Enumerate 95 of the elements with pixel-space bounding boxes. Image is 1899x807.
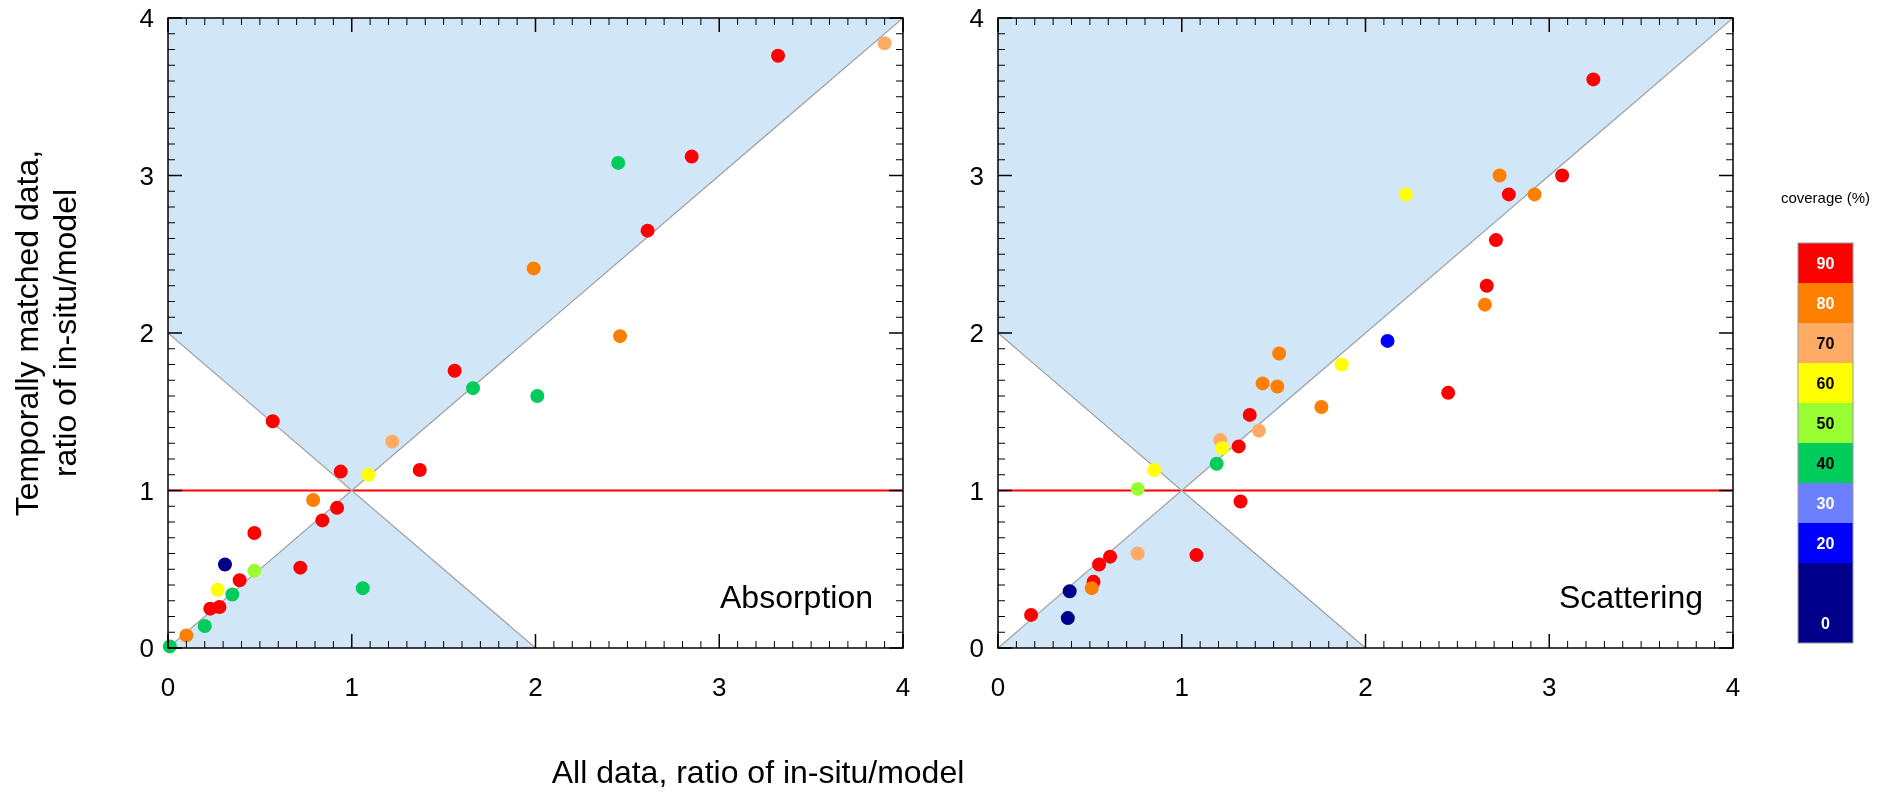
point [1130, 546, 1145, 561]
point [1233, 494, 1248, 509]
color-bar-label: 70 [1816, 335, 1835, 352]
y-tick-label: 0 [139, 633, 154, 663]
point [1062, 584, 1077, 599]
point [1024, 607, 1039, 622]
point [212, 600, 227, 615]
point [877, 36, 892, 51]
x-tick-label: 4 [895, 672, 911, 702]
point [247, 563, 262, 578]
x-tick-label: 0 [990, 672, 1006, 702]
point [1479, 278, 1494, 293]
x-axis-title: All data, ratio of in-situ/model [551, 754, 965, 790]
x-tick-label: 3 [1542, 672, 1557, 702]
point [1130, 481, 1145, 496]
point [684, 149, 699, 164]
color-bar-label: 40 [1816, 455, 1835, 472]
point [1189, 548, 1204, 563]
y-tick-label: 4 [139, 3, 154, 33]
color-bar-label: 80 [1816, 295, 1835, 312]
point [1231, 439, 1246, 454]
x-tick-label: 4 [1725, 672, 1741, 702]
point [1215, 440, 1230, 455]
x-tick-label: 0 [160, 672, 176, 702]
point [640, 223, 655, 238]
y-tick-label: 3 [969, 160, 984, 191]
point [447, 363, 462, 378]
x-tick-label: 1 [1174, 672, 1189, 702]
point [1255, 376, 1270, 391]
point [1060, 611, 1075, 626]
point [1272, 346, 1287, 361]
x-tick-label: 2 [528, 672, 543, 702]
point [1084, 581, 1099, 596]
point [771, 48, 786, 63]
y-tick-label: 1 [139, 475, 154, 506]
point [1398, 187, 1413, 202]
point [1209, 456, 1224, 471]
point [197, 618, 212, 633]
x-tick-label: 3 [712, 672, 727, 702]
point [330, 500, 345, 515]
color-bar-label: 30 [1816, 495, 1835, 512]
point [1492, 168, 1507, 183]
point [293, 560, 308, 575]
x-tick-label: 2 [1358, 672, 1373, 702]
point [412, 463, 427, 478]
point [232, 573, 247, 588]
point [1586, 72, 1601, 87]
point [217, 557, 232, 572]
y-tick-label: 2 [139, 318, 154, 348]
x-tick-label: 1 [344, 672, 359, 702]
point [1242, 407, 1257, 422]
point [1488, 233, 1503, 248]
color-bar-label: 90 [1816, 255, 1835, 272]
point [1477, 297, 1492, 312]
y-tick-label: 2 [969, 318, 984, 348]
point [530, 389, 545, 403]
point [306, 492, 321, 507]
point [1501, 187, 1516, 202]
point [526, 261, 541, 276]
point [1251, 423, 1266, 438]
point [1314, 400, 1329, 415]
color-bar-title: coverage (%) [1780, 189, 1871, 206]
color-bar-label: 20 [1816, 535, 1835, 552]
point [466, 381, 481, 396]
point [1270, 379, 1285, 394]
color-bar-label: 0 [1821, 615, 1831, 632]
y-axis-title: Temporally matched data, ratio of in-situ/model [9, 149, 83, 517]
y-tick-label: 3 [139, 160, 154, 191]
point [355, 581, 370, 596]
annotation: Absorption [720, 579, 873, 615]
point [613, 329, 628, 344]
color-bar-label: 50 [1816, 415, 1835, 432]
point [265, 414, 280, 429]
point [333, 464, 348, 479]
point [1527, 187, 1542, 202]
point [315, 513, 330, 528]
point [611, 155, 626, 170]
point [1147, 463, 1162, 478]
point [1380, 333, 1395, 348]
point [1441, 385, 1456, 400]
point [385, 434, 400, 449]
point [1334, 357, 1349, 372]
y-tick-label: 0 [969, 633, 984, 663]
point [1103, 549, 1118, 564]
color-bar-label: 60 [1816, 375, 1835, 392]
annotation: Scattering [1558, 579, 1703, 615]
point [210, 582, 225, 597]
point [247, 526, 262, 541]
point [179, 628, 194, 643]
y-tick-label: 1 [969, 475, 984, 506]
point [225, 587, 240, 602]
point [1092, 557, 1107, 572]
point [1555, 168, 1570, 183]
y-tick-label: 4 [969, 3, 984, 33]
point [361, 467, 376, 482]
